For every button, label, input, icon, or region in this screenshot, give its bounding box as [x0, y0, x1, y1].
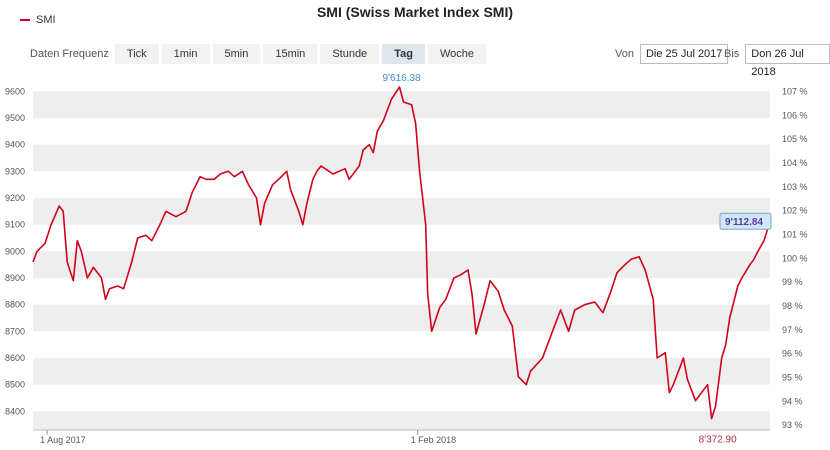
left-tick-label: 8400 — [5, 406, 25, 416]
freq-button-stunde[interactable]: Stunde — [320, 44, 380, 64]
left-tick-label: 9400 — [5, 140, 25, 150]
right-tick-label: 105 % — [782, 134, 808, 144]
right-tick-label: 106 % — [782, 110, 808, 120]
grid-band — [33, 411, 770, 430]
right-tick-label: 93 % — [782, 420, 803, 430]
left-tick-label: 8600 — [5, 353, 25, 363]
freq-button-15min[interactable]: 15min — [263, 44, 318, 64]
left-tick-label: 9500 — [5, 113, 25, 123]
series-line-smi — [32, 86, 771, 420]
right-tick-label: 97 % — [782, 325, 803, 335]
right-tick-label: 100 % — [782, 253, 808, 263]
x-axis: 1 Aug 2017 1 Feb 2018 — [33, 429, 770, 445]
right-tick-label: 103 % — [782, 182, 808, 192]
left-tick-label: 9200 — [5, 193, 25, 203]
right-tick-label: 96 % — [782, 349, 803, 359]
x-tick-label: 1 Aug 2017 — [40, 435, 86, 445]
freq-button-woche[interactable]: Woche — [427, 44, 486, 64]
right-tick-label: 104 % — [782, 158, 808, 168]
grid-band — [33, 304, 770, 332]
grid-band — [33, 358, 770, 385]
last-value-box — [719, 212, 772, 230]
chart-title: SMI (Swiss Market Index SMI) — [316, 4, 514, 20]
from-date-input[interactable]: Die 25 Jul 2017 — [639, 44, 729, 64]
freq-button-1min[interactable]: 1min — [161, 44, 210, 64]
last-value-label: 9'112.84 — [725, 217, 763, 228]
grid-bands — [33, 91, 770, 430]
min-annotation-label: 8'372.90 — [699, 435, 737, 446]
freq-button-tick[interactable]: Tick — [114, 44, 159, 64]
left-tick-label: 9600 — [5, 86, 25, 96]
right-tick-label: 98 % — [782, 301, 803, 311]
legend-swatch — [20, 19, 30, 21]
left-y-axis: 9600 9500 9400 9300 9200 9100 9000 8900 8800 8700… — [5, 86, 25, 416]
from-label: Von — [615, 48, 634, 60]
frequency-label: Daten Frequenz — [30, 48, 109, 60]
right-y-axis: 107 % 106 % 105 % 104 % 103 % 102 % 101 % 100 %… — [782, 86, 808, 430]
annotations: 9'616.38 8'372.90 9'112.84 — [382, 73, 772, 446]
left-tick-label: 9300 — [5, 166, 25, 176]
left-tick-label: 8800 — [5, 300, 25, 310]
legend[interactable]: SMI — [20, 14, 56, 26]
right-tick-label: 95 % — [782, 373, 803, 383]
grid-band — [33, 198, 770, 225]
grid-band — [33, 144, 770, 172]
left-tick-label: 9000 — [5, 246, 25, 256]
x-tick-label: 1 Feb 2018 — [411, 435, 457, 445]
right-tick-label: 94 % — [782, 396, 803, 406]
left-tick-label: 9100 — [5, 220, 25, 230]
freq-button-tag[interactable]: Tag — [382, 44, 425, 64]
to-label: Bis — [724, 48, 740, 60]
left-tick-label: 8900 — [5, 273, 25, 283]
right-tick-label: 102 % — [782, 206, 808, 216]
max-annotation-label: 9'616.38 — [382, 73, 420, 84]
date-range-from: Von Die 25 Jul 2017 — [615, 44, 729, 64]
right-tick-label: 107 % — [782, 86, 808, 96]
left-tick-label: 8500 — [5, 380, 25, 390]
grid-band — [33, 251, 770, 278]
right-tick-label: 99 % — [782, 277, 803, 287]
right-tick-label: 101 % — [782, 230, 808, 240]
freq-button-5min[interactable]: 5min — [212, 44, 261, 64]
frequency-toolbar: Daten Frequenz Tick 1min 5min 15min Stun… — [30, 44, 489, 64]
legend-label: SMI — [36, 14, 56, 26]
left-tick-label: 8700 — [5, 326, 25, 336]
